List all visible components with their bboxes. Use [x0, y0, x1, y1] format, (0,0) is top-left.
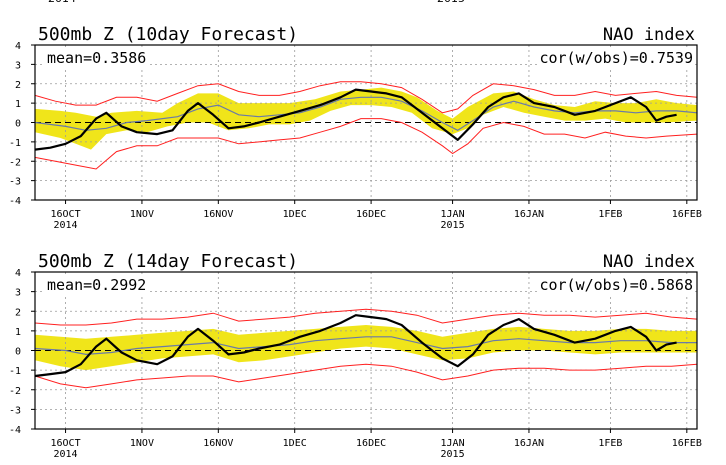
x-tick-label: 16FEB [672, 438, 702, 449]
label-backing [45, 49, 149, 67]
mean-label: mean=0.3586 [47, 49, 146, 67]
y-tick-label: -3 [9, 177, 21, 188]
chart-title: 500mb Z (14day Forecast) [38, 251, 298, 272]
observed-line [34, 88, 677, 151]
x-tick-label: 1FEB [598, 438, 622, 449]
x-tick-label: 16FEB [672, 209, 702, 220]
x-tick-label: 16JAN [514, 438, 544, 449]
y-tick-label: -2 [9, 157, 21, 168]
x-tick-year-label: 2014 [54, 449, 78, 460]
x-tick-year-label: 2015 [441, 220, 465, 231]
x-tick-label: 1JAN [441, 209, 465, 220]
x-tick-label: 16OCT [50, 438, 80, 449]
x-tick-label: 16DEC [356, 209, 386, 220]
y-tick-label: -4 [9, 196, 21, 207]
x-tick-label: 1DEC [283, 438, 307, 449]
chart-right-title: NAO index [603, 252, 695, 272]
y-tick-label: -1 [9, 366, 21, 377]
y-tick-label: 3 [15, 60, 21, 71]
y-tick-label: -4 [9, 425, 21, 436]
y-tick-label: 1 [15, 99, 21, 110]
y-tick-label: 2 [15, 80, 21, 91]
correlation-label: cor(w/obs)=0.5868 [539, 276, 693, 294]
x-tick-label: 1FEB [598, 209, 622, 220]
ensemble-mean-line [34, 336, 697, 356]
x-tick-label: 16OCT [50, 209, 80, 220]
y-tick-label: -1 [9, 138, 21, 149]
ensemble-band [35, 325, 697, 371]
spread-lower-line [34, 363, 698, 389]
x-tick-year-label: 2014 [54, 220, 78, 231]
top-partial-year-left: 2014 [48, 0, 76, 5]
y-tick-label: 2 [15, 307, 21, 318]
y-tick-label: 1 [15, 327, 21, 338]
observed-line [34, 314, 677, 378]
y-tick-label: 0 [15, 347, 21, 358]
y-tick-label: -3 [9, 405, 21, 416]
x-tick-label: 1NOV [130, 438, 154, 449]
label-backing [537, 276, 695, 294]
x-tick-label: 16DEC [356, 438, 386, 449]
mean-label: mean=0.2992 [47, 276, 146, 294]
x-tick-label: 1JAN [441, 438, 465, 449]
x-tick-year-label: 2015 [441, 449, 465, 460]
y-tick-label: 4 [15, 41, 21, 52]
chart-right-title: NAO index [603, 25, 695, 45]
x-tick-label: 1NOV [130, 209, 154, 220]
y-tick-label: 3 [15, 288, 21, 299]
spread-lower-line [34, 118, 698, 170]
y-tick-label: 0 [15, 119, 21, 130]
chart-title: 500mb Z (10day Forecast) [38, 24, 298, 45]
x-tick-label: 1DEC [283, 209, 307, 220]
spread-upper-line [34, 81, 698, 114]
spread-upper-line [34, 308, 698, 326]
label-backing [537, 49, 695, 67]
x-tick-label: 16NOV [203, 209, 233, 220]
y-tick-label: -2 [9, 386, 21, 397]
label-backing [45, 276, 149, 294]
top-partial-year-right: 2015 [437, 0, 465, 5]
y-tick-label: 4 [15, 268, 21, 279]
x-tick-label: 16JAN [514, 209, 544, 220]
correlation-label: cor(w/obs)=0.7539 [539, 49, 693, 67]
x-tick-label: 16NOV [203, 438, 233, 449]
